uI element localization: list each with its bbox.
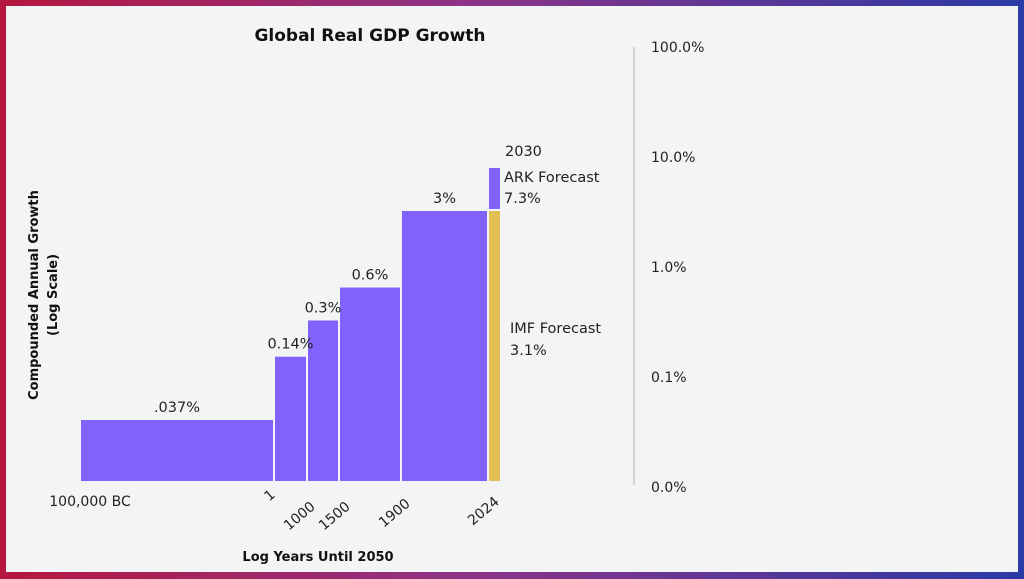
y-tick-label: 100.0% (651, 40, 704, 56)
bar-ark-forecast (489, 168, 500, 209)
bar-2 (308, 320, 338, 481)
bar-0 (81, 420, 273, 481)
bars-group (81, 168, 500, 481)
bar-label-0: .037% (154, 400, 200, 416)
imf-name-label: IMF Forecast (510, 321, 601, 337)
x-tick-2024: 2024 (465, 494, 503, 529)
x-axis-title: Log Years Until 2050 (242, 550, 393, 565)
ark-name-label: ARK Forecast (504, 170, 600, 186)
bar-4 (402, 211, 487, 481)
y-tick-label: 0.0% (651, 480, 687, 496)
y-axis-title: Compounded Annual Growth (27, 190, 42, 400)
bar-imf-forecast (489, 211, 500, 481)
bar-3 (340, 287, 400, 481)
bar-label-3: 0.6% (352, 268, 389, 284)
bar-label-1: 0.14% (267, 337, 313, 353)
y-ticks-group: 100.0% 10.0% 1.0% 0.1% 0.0% (651, 40, 704, 496)
y-tick-label: 10.0% (651, 150, 695, 166)
bar-1 (275, 356, 306, 481)
y-axis-subtitle: (Log Scale) (46, 254, 61, 336)
x-tick-1000: 1000 (281, 499, 319, 534)
bar-label-4: 3% (433, 191, 456, 207)
y-tick-label: 0.1% (651, 370, 687, 386)
x-tick-1900: 1900 (376, 496, 414, 531)
bar-label-2: 0.3% (305, 300, 342, 316)
bar-labels-group: .037% 0.14% 0.3% 0.6% 3% (154, 191, 456, 416)
ark-year-label: 2030 (505, 144, 542, 160)
x-tick-1: 1 (261, 487, 278, 505)
chart-title: Global Real GDP Growth (254, 26, 485, 46)
y-tick-label: 1.0% (651, 260, 687, 276)
x-tick-100000bc: 100,000 BC (49, 494, 131, 510)
x-tick-1500: 1500 (316, 499, 354, 534)
imf-value-label: 3.1% (510, 343, 547, 359)
ark-value-label: 7.3% (504, 191, 541, 207)
